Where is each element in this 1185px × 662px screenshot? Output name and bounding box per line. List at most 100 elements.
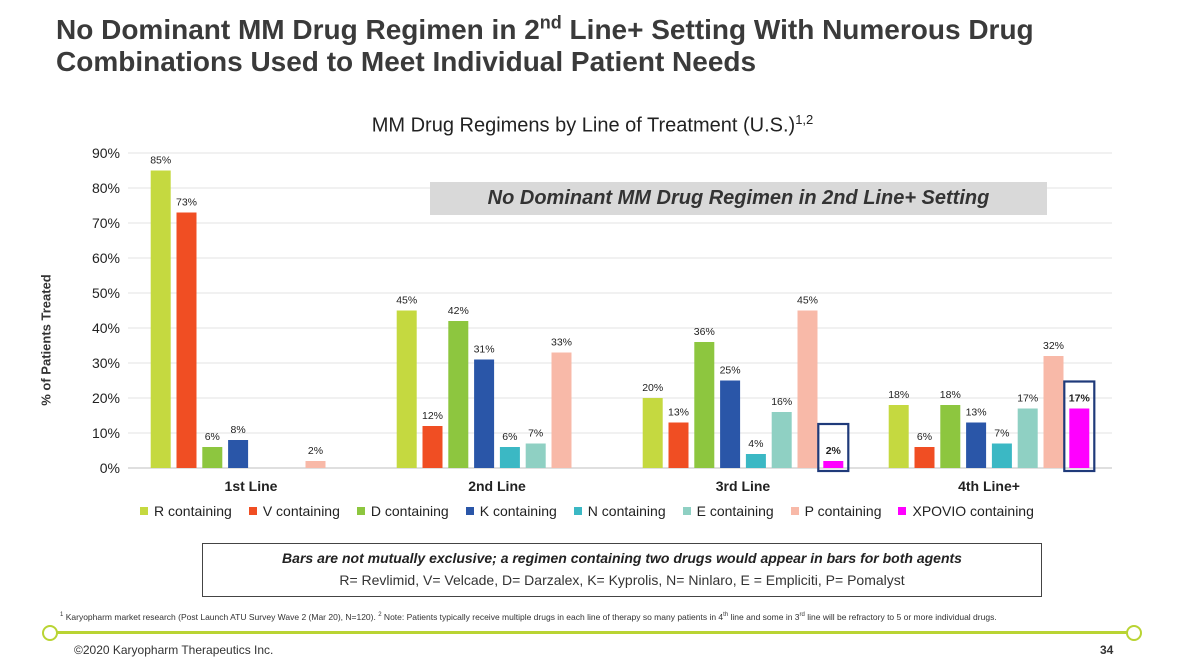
- legend-swatch: [140, 507, 148, 515]
- chart-title-text: MM Drug Regimens by Line of Treatment (U…: [371, 114, 796, 137]
- legend-label: E containing: [696, 503, 774, 519]
- legend-item: D containing: [356, 503, 449, 519]
- bar: [176, 212, 197, 468]
- legend-item: V containing: [248, 503, 340, 519]
- data-label: 73%: [176, 197, 197, 209]
- bar: [525, 443, 546, 468]
- y-tick-label: 90%: [92, 145, 120, 161]
- y-tick-label: 30%: [92, 355, 120, 371]
- bar: [914, 447, 935, 468]
- data-label: 17%: [1017, 393, 1038, 405]
- legend-label: D containing: [370, 503, 449, 519]
- data-label: 8%: [231, 424, 246, 436]
- slide-title-line2: Combinations Used to Meet Individual Pat…: [56, 46, 757, 77]
- data-label: 2%: [308, 445, 323, 457]
- bar: [228, 440, 249, 468]
- footnote: 1 Karyopharm market research (Post Launc…: [60, 612, 1180, 622]
- divider-left-ring: [42, 625, 58, 641]
- legend-item: E containing: [682, 503, 774, 519]
- footnote-part2: Note: Patients typically receive multipl…: [381, 612, 724, 622]
- bar-chart: 0% 10% 20% 30% 40% 50% 60% 70% 80% 90% 85% 73% 6% 8% 2…: [92, 145, 1112, 494]
- bar: [448, 321, 469, 468]
- bar: [1069, 408, 1090, 468]
- footnote-sup-rd: rd: [799, 612, 805, 619]
- data-label: 6%: [917, 431, 932, 443]
- data-label: 45%: [797, 295, 818, 307]
- data-label: 36%: [694, 326, 715, 338]
- data-label: 18%: [940, 389, 961, 401]
- legend-label: P containing: [804, 503, 882, 519]
- bar: [551, 352, 572, 468]
- footnote-sup1: 1: [60, 612, 64, 619]
- divider-right-ring: [1126, 625, 1142, 641]
- slide-title-part1: No Dominant MM Drug Regimen in 2: [56, 14, 540, 45]
- bar: [1017, 408, 1038, 468]
- legend-item: R containing: [140, 503, 232, 519]
- bar: [745, 454, 766, 468]
- legend-swatch: [682, 507, 691, 515]
- legend-label: R containing: [154, 503, 232, 519]
- copyright: ©2020 Karyopharm Therapeutics Inc.: [74, 643, 274, 657]
- chart-banner: No Dominant MM Drug Regimen in 2nd Line+…: [430, 182, 1047, 215]
- x-tick-label: 1st Line: [225, 478, 278, 494]
- data-label: 13%: [668, 407, 689, 419]
- data-label: 6%: [502, 431, 517, 443]
- note-exclusive-text: Bars are not mutually exclusive; a regim…: [282, 550, 962, 566]
- slide-title: No Dominant MM Drug Regimen in 2nd Line+…: [56, 14, 1156, 78]
- bar: [797, 310, 818, 468]
- note-box: Bars are not mutually exclusive; a regim…: [202, 543, 1042, 597]
- data-label: 7%: [528, 428, 543, 440]
- footnote-sup2: 2: [378, 612, 382, 619]
- legend-swatch: [898, 507, 907, 515]
- page-number: 34: [1100, 643, 1114, 657]
- y-tick-label: 60%: [92, 250, 120, 266]
- data-label: 2%: [826, 445, 842, 457]
- data-label: 20%: [642, 382, 663, 394]
- legend-swatch: [573, 507, 582, 515]
- legend-item: P containing: [790, 503, 882, 519]
- data-label: 12%: [422, 410, 443, 422]
- bar: [694, 342, 715, 468]
- y-tick-label: 0%: [100, 460, 120, 476]
- bar: [888, 405, 909, 468]
- data-label: 4%: [748, 438, 763, 450]
- x-tick-label: 3rd Line: [716, 478, 771, 494]
- legend-label: N containing: [587, 503, 666, 519]
- bar: [305, 461, 326, 468]
- y-axis-label: % of Patients Treated: [38, 274, 54, 406]
- y-tick-label: 70%: [92, 215, 120, 231]
- legend-swatch: [790, 507, 799, 515]
- legend-item: XPOVIO containing: [898, 503, 1034, 519]
- bar: [771, 412, 792, 468]
- bar: [396, 310, 417, 468]
- y-tick-label: 80%: [92, 180, 120, 196]
- data-label: 7%: [994, 428, 1009, 440]
- x-tick-label: 4th Line+: [958, 478, 1020, 494]
- bar: [1043, 356, 1064, 468]
- footer-divider: [54, 631, 1134, 634]
- y-tick-label: 40%: [92, 320, 120, 336]
- bar: [940, 405, 961, 468]
- note-drug-key: R= Revlimid, V= Velcade, D= Darzalex, K=…: [339, 572, 905, 588]
- chart-legend: R containing V containing D containing K co…: [140, 503, 1051, 519]
- footnote-sup-th: th: [723, 612, 729, 619]
- footnote-part4: line will be refractory to 5 or more ind…: [804, 612, 997, 622]
- data-label: 6%: [205, 431, 220, 443]
- footnote-part1: Karyopharm market research (Post Launch …: [65, 612, 379, 622]
- legend-label: K containing: [479, 503, 557, 519]
- bar: [991, 443, 1012, 468]
- data-label: 31%: [474, 344, 495, 356]
- data-label: 42%: [448, 305, 469, 317]
- chart-title: MM Drug Regimens by Line of Treatment (U…: [0, 112, 1185, 138]
- data-label: 18%: [888, 389, 909, 401]
- data-label: 17%: [1069, 393, 1091, 405]
- data-label: 33%: [551, 337, 572, 349]
- highlight-box: [1063, 380, 1096, 473]
- y-tick-label: 20%: [92, 390, 120, 406]
- legend-label: XPOVIO containing: [912, 503, 1034, 519]
- legend-swatch: [465, 507, 474, 515]
- data-label: 16%: [771, 396, 792, 408]
- bar: [966, 422, 987, 468]
- data-label: 85%: [150, 155, 171, 167]
- slide-title-sup: nd: [539, 12, 562, 33]
